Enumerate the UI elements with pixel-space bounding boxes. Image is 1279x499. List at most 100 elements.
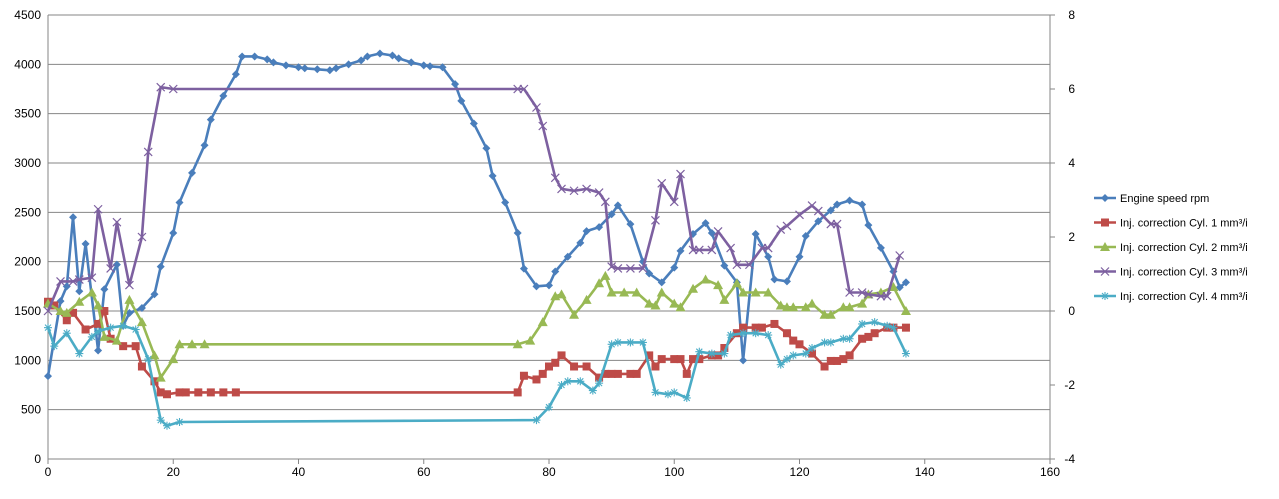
data-point-star — [75, 349, 84, 358]
data-point-square — [206, 388, 215, 397]
data-point-triangle — [581, 294, 592, 304]
data-point-triangle — [800, 302, 811, 312]
y-tick-label: 1500 — [14, 304, 41, 318]
data-point-square — [676, 355, 685, 364]
legend-item: Inj. correction Cyl. 3 mm³/i — [1094, 267, 1248, 279]
data-point-x — [594, 188, 604, 198]
data-point-x — [782, 221, 792, 231]
data-point-star — [726, 331, 735, 340]
data-point-diamond — [764, 252, 773, 261]
data-point-triangle — [99, 331, 110, 341]
data-point-square — [557, 351, 566, 360]
data-point-diamond — [394, 54, 403, 63]
data-point-square — [551, 358, 560, 367]
data-point-diamond — [595, 223, 604, 232]
x-tick-label: 60 — [417, 465, 431, 479]
y-tick-label: 4500 — [14, 8, 41, 22]
data-point-x — [56, 276, 65, 286]
data-point-square — [651, 362, 660, 371]
data-point-triangle — [111, 335, 122, 345]
x-tick-label: 120 — [789, 465, 809, 479]
data-point-triangle — [844, 302, 855, 312]
x-tick-label: 100 — [664, 465, 684, 479]
data-point-triangle — [807, 298, 818, 308]
data-point-star — [50, 342, 59, 351]
data-point-diamond — [175, 198, 184, 207]
data-point-triangle — [738, 287, 749, 297]
data-point-triangle — [819, 309, 830, 319]
data-point-diamond — [782, 277, 791, 286]
data-point-triangle — [644, 298, 655, 308]
data-point-star — [782, 355, 791, 364]
data-point-star — [175, 418, 184, 426]
data-point-triangle — [781, 302, 792, 312]
data-point-x — [669, 197, 679, 207]
data-point-square — [820, 362, 829, 371]
data-point-x — [112, 217, 122, 227]
data-point-diamond — [407, 58, 416, 67]
data-point-diamond — [75, 287, 84, 296]
data-point-diamond — [469, 119, 478, 128]
data-point-diamond — [263, 55, 272, 64]
data-point-x — [757, 243, 767, 253]
data-point-diamond — [864, 221, 873, 230]
series-4 — [43, 82, 905, 316]
data-point-x — [74, 275, 84, 284]
data-point-square — [870, 329, 879, 338]
data-point-star — [532, 416, 541, 425]
data-point-x — [763, 243, 773, 253]
data-point-x — [638, 264, 648, 273]
data-point-square — [782, 329, 791, 338]
data-point-star — [156, 416, 165, 425]
data-point-diamond — [419, 61, 428, 70]
data-point-triangle — [74, 296, 85, 306]
data-point-square — [682, 369, 691, 378]
data-point-square — [545, 362, 553, 371]
data-point-diamond — [294, 63, 303, 72]
data-point-diamond — [363, 52, 372, 61]
data-point-square — [833, 356, 842, 365]
data-point-square — [181, 388, 190, 397]
data-point-diamond — [545, 281, 553, 290]
x-tick-label: 160 — [1040, 465, 1060, 479]
data-point-triangle — [606, 287, 617, 297]
data-point-diamond — [488, 171, 497, 180]
data-point-star — [162, 421, 171, 430]
data-point-star — [1101, 292, 1109, 300]
y2-tick-label: 6 — [1068, 82, 1075, 96]
data-point-square — [69, 308, 78, 317]
data-point-triangle — [174, 339, 185, 349]
legend-label: Inj. correction Cyl. 3 mm³/i — [1120, 267, 1248, 279]
data-point-diamond — [332, 64, 341, 73]
data-point-x — [845, 288, 855, 297]
data-point-triangle — [888, 281, 899, 291]
data-point-diamond — [426, 62, 435, 71]
legend-item: Inj. correction Cyl. 4 mm³/i — [1094, 291, 1248, 303]
data-point-x — [857, 288, 867, 297]
data-point-diamond — [357, 56, 366, 65]
series-1 — [44, 49, 910, 381]
data-point-triangle — [763, 287, 774, 297]
data-point-star — [845, 334, 854, 343]
data-point-star — [764, 331, 773, 340]
data-point-triangle — [600, 270, 611, 280]
data-point-diamond — [858, 200, 867, 209]
y-tick-label: 4000 — [14, 57, 41, 71]
y-tick-label: 2500 — [14, 205, 41, 219]
series-3 — [43, 270, 911, 382]
series-line — [46, 52, 907, 377]
data-point-square — [858, 334, 867, 343]
data-point-star — [119, 321, 128, 330]
data-point-star — [87, 332, 96, 341]
data-point-square — [613, 369, 622, 378]
y2-tick-label: -2 — [1064, 378, 1075, 392]
data-point-diamond — [845, 196, 854, 205]
data-point-x — [569, 186, 579, 196]
y2-tick-label: 2 — [1068, 230, 1075, 244]
data-point-x — [863, 289, 873, 299]
data-point-x — [732, 260, 742, 270]
data-point-x — [143, 147, 153, 157]
data-point-square — [757, 323, 766, 332]
data-point-star — [720, 349, 729, 358]
